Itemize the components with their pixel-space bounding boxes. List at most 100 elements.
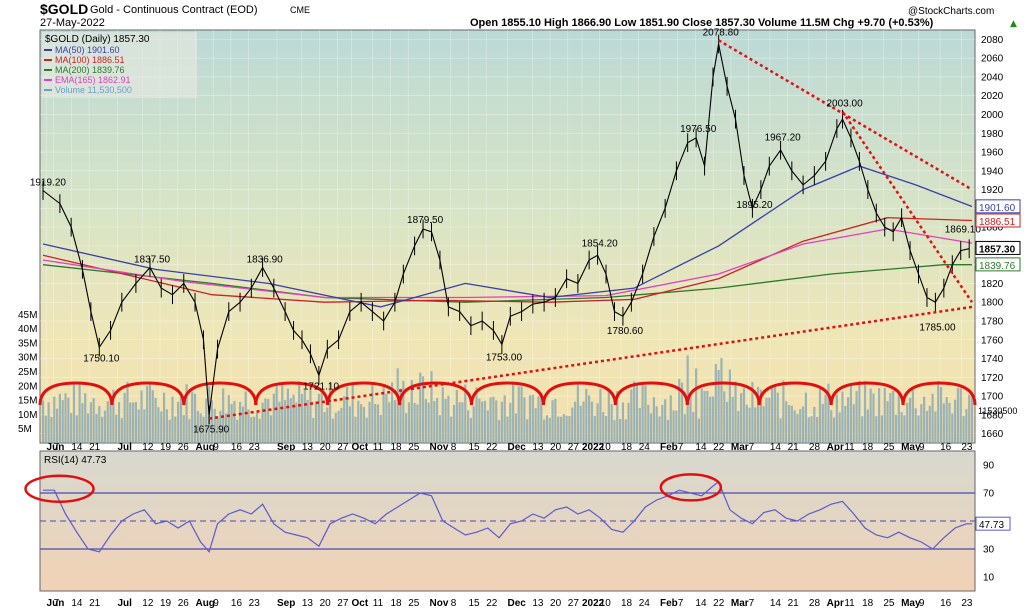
price-line: [42, 43, 970, 415]
x-tick-label: 14: [71, 442, 83, 453]
volume-bar: [84, 393, 87, 443]
x-tick-label-lower: 18: [390, 598, 402, 609]
volume-bar: [911, 389, 914, 443]
volume-bar: [106, 401, 109, 443]
volume-bar: [112, 389, 115, 443]
rsi-tick-label: 10: [983, 573, 995, 584]
volume-bar: [174, 416, 177, 443]
volume-bar: [579, 405, 582, 443]
volume-bar: [219, 410, 222, 443]
volume-bar: [613, 420, 616, 443]
volume-bar: [551, 400, 554, 443]
volume-bar: [405, 413, 408, 443]
x-tick-label-lower: Feb: [660, 598, 678, 609]
x-tick-label-lower: 9: [919, 598, 925, 609]
price-tag-box: [975, 240, 1021, 255]
volume-bar: [700, 388, 703, 443]
volume-bar: [247, 409, 250, 443]
price-tick-label: 2080: [981, 35, 1004, 46]
volume-bar: [117, 402, 121, 443]
volume-bar: [154, 397, 157, 443]
volume-bar: [179, 396, 183, 443]
volume-bar: [298, 381, 301, 443]
x-tick-label: 15: [468, 442, 480, 453]
volume-bar: [281, 384, 284, 443]
volume-bar: [565, 415, 568, 443]
x-tick-label: 27: [337, 442, 349, 453]
volume-bar: [937, 381, 940, 443]
volume-bar: [148, 383, 152, 443]
volume-bar: [734, 381, 737, 443]
volume-bar: [841, 391, 844, 443]
price-tick-label: 2040: [981, 72, 1004, 83]
x-tick-label: Feb: [660, 442, 678, 453]
volume-bar: [531, 394, 534, 443]
volume-bar: [438, 415, 442, 443]
volume-bar: [241, 406, 244, 443]
volume-bar: [917, 415, 920, 443]
x-tick-label: 18: [390, 442, 402, 453]
volume-bar: [627, 402, 630, 443]
volume-bar: [81, 403, 84, 443]
watermark: @StockCharts.com: [908, 6, 994, 17]
volume-bar: [312, 418, 315, 443]
volume-bar: [379, 415, 382, 443]
volume-bar: [717, 369, 720, 443]
volume-bar: [647, 404, 650, 443]
ma50-line: [42, 165, 973, 308]
volume-bar: [776, 392, 779, 443]
x-tick-label: Jun: [47, 442, 65, 453]
volume-bar: [196, 410, 199, 443]
x-tick-label-lower: 14: [770, 598, 782, 609]
rsi-tag-label: 47.73: [979, 520, 1004, 531]
volume-bar: [188, 419, 191, 443]
price-tick-label: 1760: [981, 335, 1004, 346]
volume-bar: [340, 407, 343, 443]
volume-bar: [576, 384, 579, 443]
volume-bar: [644, 385, 647, 443]
volume-bar: [146, 385, 149, 443]
x-tick-label-lower: 12: [142, 598, 154, 609]
volume-bar: [751, 382, 754, 443]
volume-bar: [177, 401, 180, 443]
volume-bar: [745, 404, 748, 443]
ma100-line: [42, 217, 973, 303]
trendline: [841, 110, 974, 303]
volume-tag-label: 11530500: [978, 406, 1017, 416]
price-tick-label: 1820: [981, 279, 1004, 290]
volume-bar: [616, 391, 619, 443]
volume-bar: [323, 412, 326, 443]
volume-bar: [619, 418, 622, 443]
x-tick-label: Jul: [117, 442, 132, 453]
chart-date: 27-May-2022: [40, 17, 105, 29]
volume-bar: [244, 391, 247, 443]
volume-bar: [928, 405, 931, 443]
x-tick-label: 7: [678, 442, 684, 453]
volume-bar: [748, 407, 751, 443]
volume-bar: [641, 383, 644, 443]
x-tick-label-lower: 18: [862, 598, 874, 609]
x-tick-label-lower: 23: [961, 598, 973, 609]
volume-bar: [143, 409, 146, 443]
x-tick-label-lower: 24: [639, 598, 651, 609]
legend-main: $GOLD (Daily) 1857.30: [45, 34, 150, 45]
volume-bar: [680, 382, 684, 443]
x-tick-label: 9: [919, 442, 925, 453]
volume-bar: [801, 406, 805, 443]
x-tick-label-lower: 10: [600, 598, 612, 609]
x-tick-label-lower: Sep: [277, 598, 295, 609]
price-tick-label: 1660: [981, 429, 1004, 440]
volume-bar: [559, 416, 563, 443]
x-tick-label: 8: [451, 442, 457, 453]
volume-bar: [852, 404, 855, 443]
volume-bar: [458, 402, 461, 443]
volume-bar: [711, 396, 715, 443]
volume-bar: [78, 381, 81, 443]
volume-bar: [261, 402, 264, 443]
volume-bar: [863, 380, 867, 443]
volume-bar: [554, 398, 557, 443]
x-tick-label-lower: 21: [788, 598, 800, 609]
x-tick-label: Nov: [429, 442, 448, 453]
volume-bar: [666, 419, 670, 443]
volume-tick-label: 20M: [18, 381, 37, 392]
